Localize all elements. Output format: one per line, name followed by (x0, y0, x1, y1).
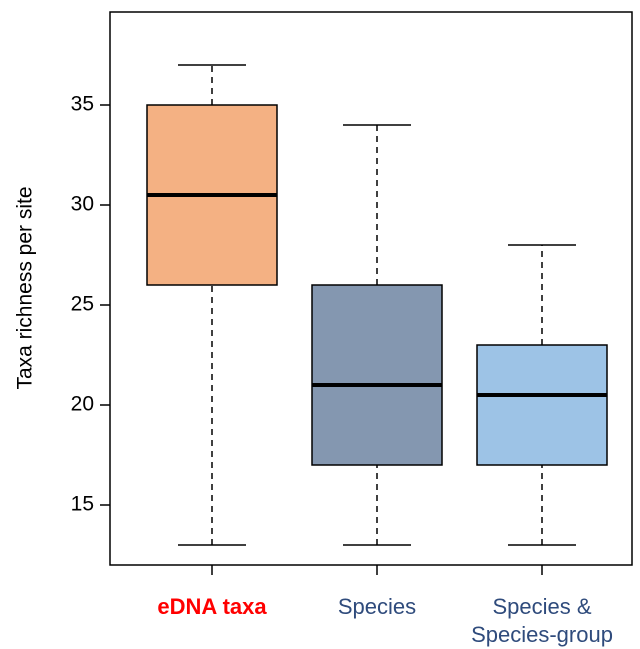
y-tick-label: 30 (71, 193, 94, 216)
y-tick-label: 35 (71, 93, 94, 116)
box (476, 344, 608, 466)
x-tick-label: Species & Species-group (471, 594, 613, 647)
x-tick-label: eDNA taxa (157, 594, 267, 619)
box (311, 284, 443, 466)
y-tick-label: 20 (71, 393, 94, 416)
y-tick-label: 25 (71, 293, 94, 316)
x-tick-label: Species (337, 594, 417, 619)
plot-frame (109, 11, 633, 566)
y-tick-label: 15 (71, 493, 94, 516)
y-axis-label: Taxa richness per site (14, 186, 37, 389)
